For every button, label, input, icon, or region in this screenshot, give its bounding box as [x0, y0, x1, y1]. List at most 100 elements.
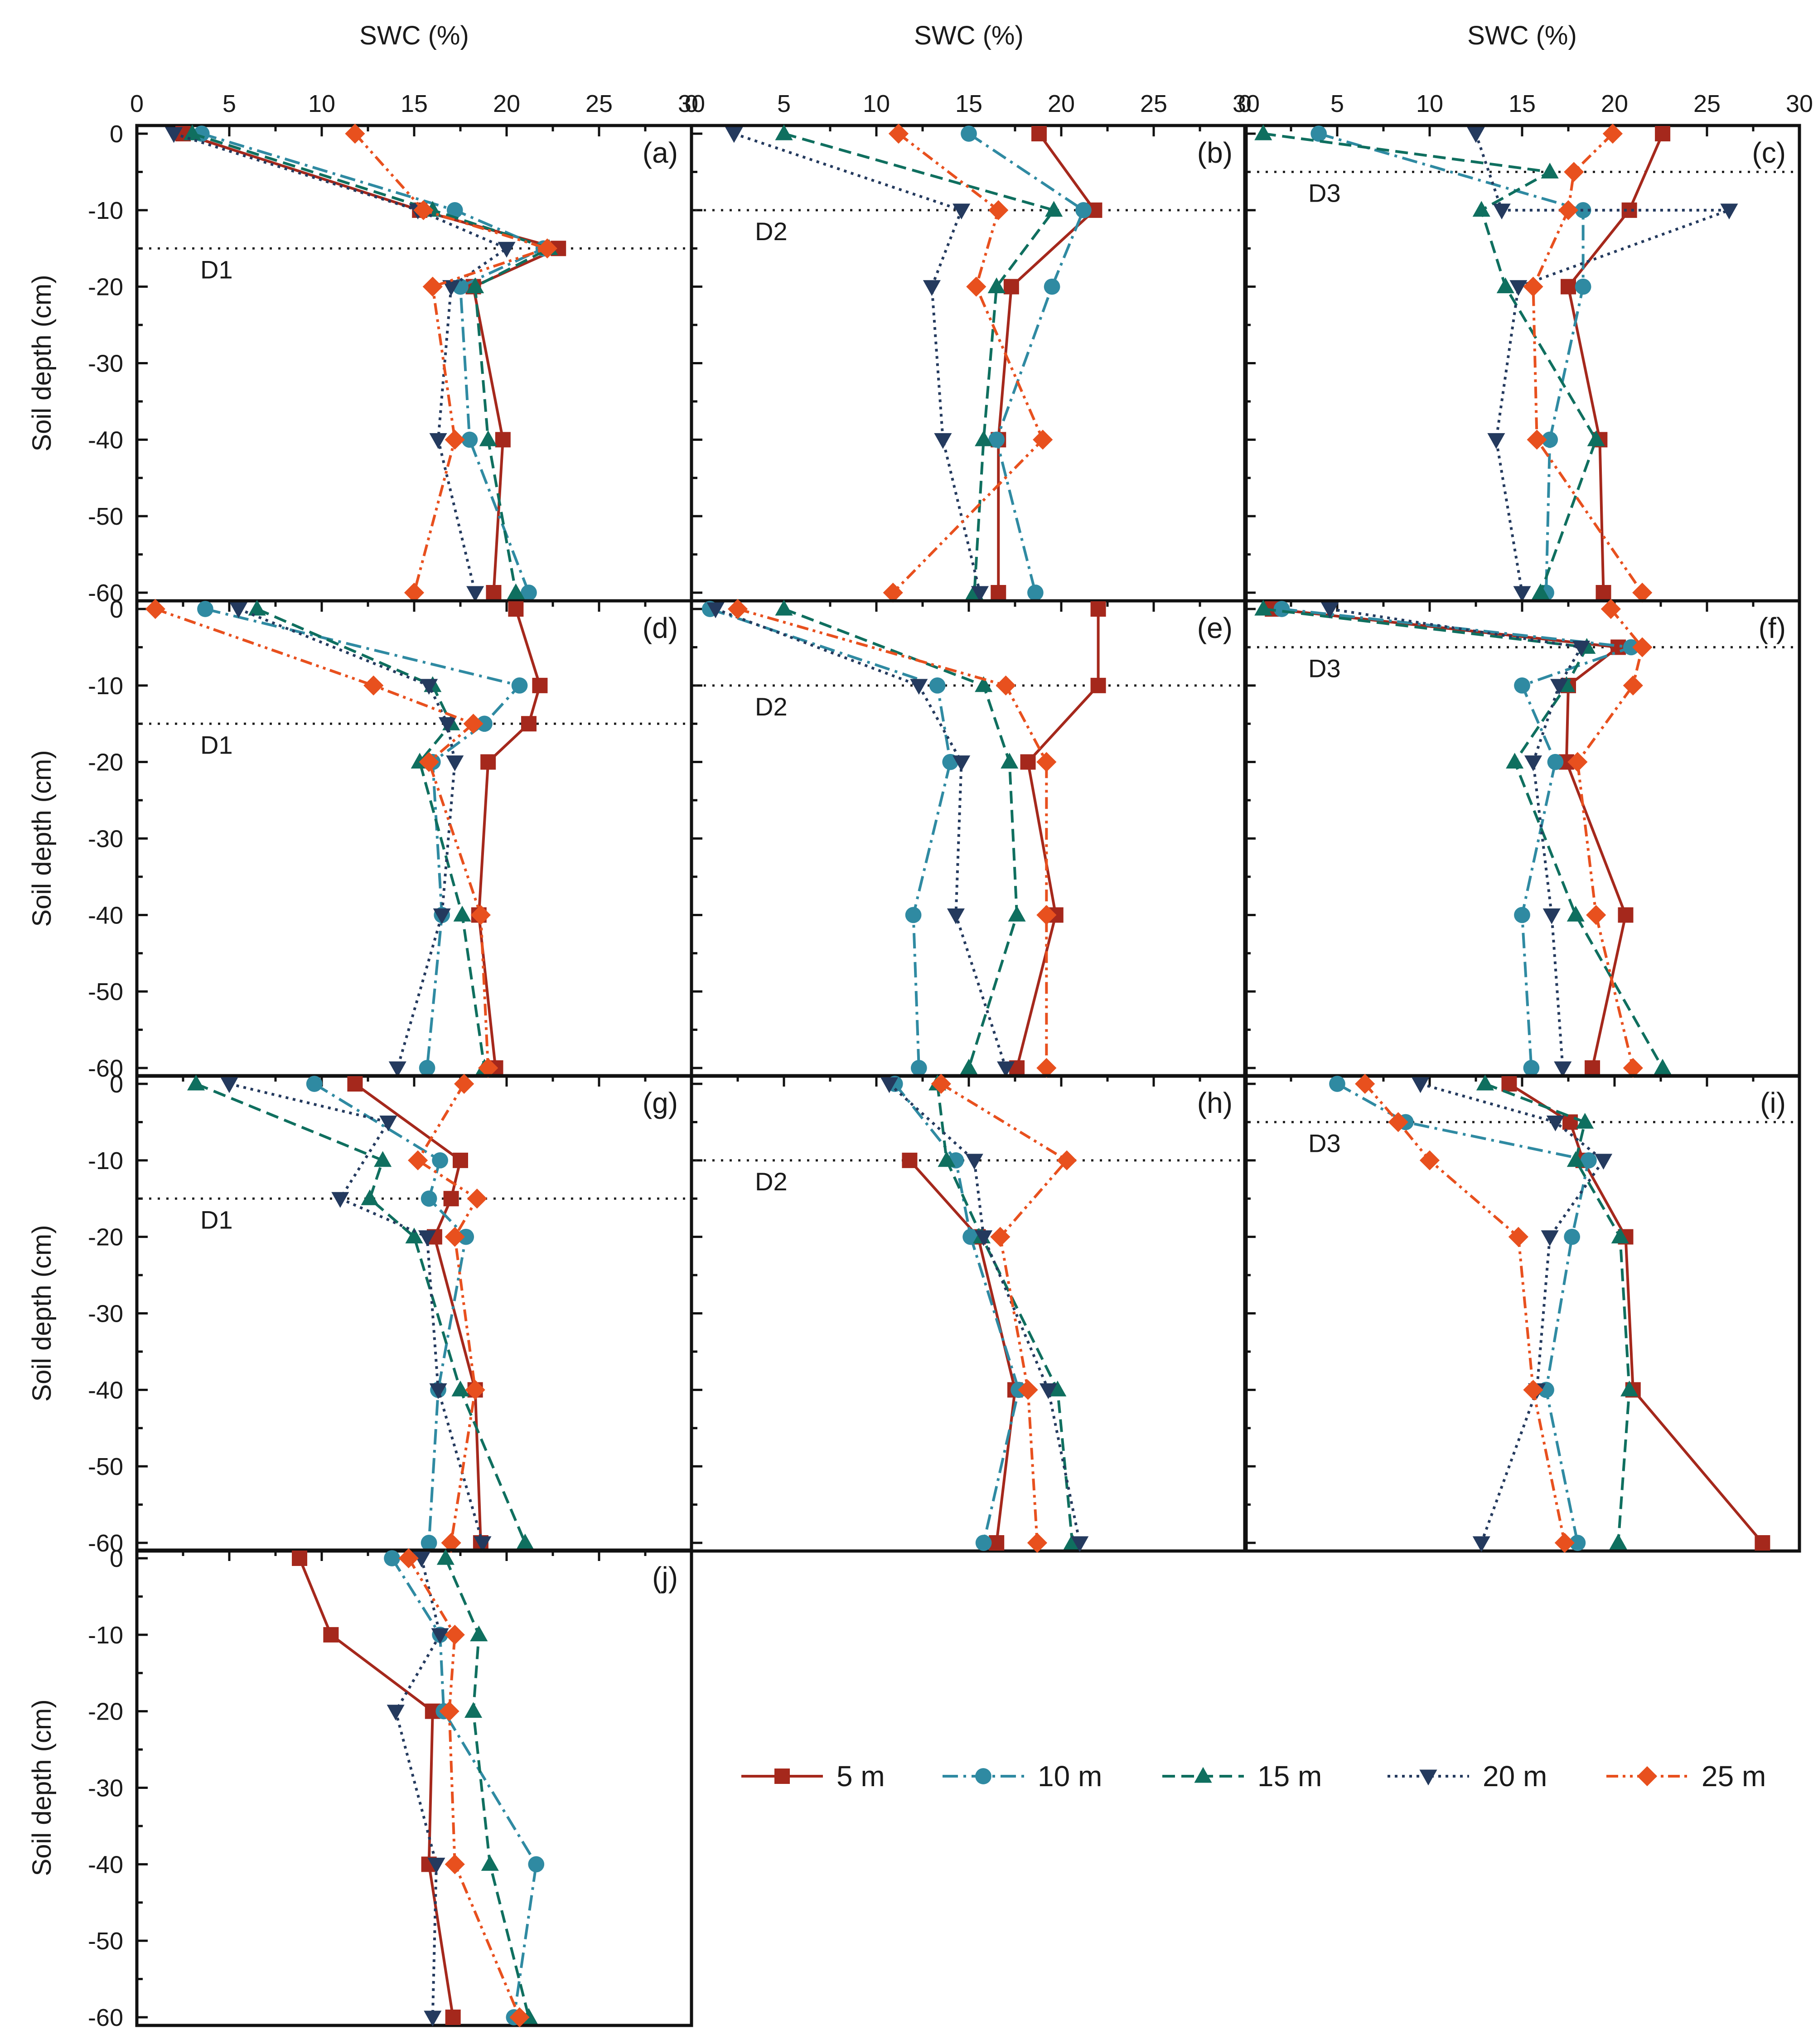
x-tick-label: 0	[1238, 90, 1252, 117]
y-tick-label: -30	[88, 1300, 123, 1328]
series-line-15m	[1484, 1082, 1631, 1543]
data-point	[1602, 123, 1623, 144]
data-point	[1018, 1380, 1038, 1400]
data-point	[405, 1227, 423, 1244]
y-tick-label: -60	[88, 580, 123, 607]
legend-marker	[975, 1768, 991, 1784]
data-point	[1514, 677, 1530, 694]
series-line-25m	[892, 132, 1044, 594]
series-line-20m	[1475, 133, 1731, 593]
data-point	[446, 755, 464, 772]
data-point	[419, 752, 439, 772]
data-point	[1632, 637, 1653, 657]
series-line-10m	[968, 132, 1085, 593]
data-point	[443, 1191, 459, 1207]
data-point	[1611, 1227, 1629, 1244]
series-line-25m	[737, 608, 1048, 1068]
data-point	[229, 602, 247, 619]
legend-label: 20 m	[1483, 1760, 1547, 1793]
data-point	[470, 905, 491, 925]
y-tick-label: -30	[88, 1775, 123, 1802]
series-line-25m	[1364, 1083, 1566, 1543]
data-point	[461, 431, 478, 448]
series-line-20m	[173, 132, 508, 593]
data-point	[388, 1061, 406, 1078]
data-point	[1045, 201, 1063, 217]
data-point	[961, 126, 977, 142]
panel-label: (j)	[652, 1561, 678, 1594]
data-point	[413, 200, 434, 220]
legend-label: 5 m	[836, 1760, 885, 1793]
panel-label: (e)	[1197, 612, 1233, 644]
y-tick-label: -10	[88, 1147, 123, 1174]
data-point	[292, 1551, 308, 1566]
series-line-10m	[205, 608, 521, 1068]
data-point	[1513, 586, 1531, 602]
panel-label: (c)	[1752, 136, 1786, 169]
data-point	[966, 276, 986, 297]
data-point	[960, 1058, 978, 1075]
data-point	[1472, 201, 1490, 217]
data-point	[521, 716, 537, 732]
data-point	[507, 583, 525, 599]
data-point	[1567, 1151, 1585, 1167]
y-tick-label: -20	[88, 749, 123, 776]
data-point	[1087, 202, 1102, 218]
data-point	[727, 599, 748, 619]
data-point	[953, 755, 971, 772]
data-point	[183, 124, 201, 140]
x-axis-title: SWC (%)	[359, 21, 469, 50]
data-point	[465, 1380, 485, 1400]
data-point	[464, 1702, 483, 1718]
panel-b: 0 5 10 15 20 25 30 D2 (b)	[685, 90, 1260, 603]
x-tick-label: 30	[678, 90, 705, 117]
data-point	[220, 1077, 238, 1093]
data-point	[975, 1535, 992, 1551]
data-point	[1567, 905, 1585, 922]
data-point	[451, 1380, 469, 1396]
data-point	[775, 124, 793, 140]
plot-frame	[690, 1074, 1248, 1553]
data-point	[1033, 430, 1053, 450]
data-point	[1569, 1535, 1586, 1551]
data-point	[439, 1701, 459, 1721]
panel-h: D2 (h)	[690, 1073, 1248, 1553]
panel-f: D3 (f)	[1243, 599, 1801, 1078]
data-point	[880, 1077, 899, 1093]
series-line-15m	[256, 608, 486, 1068]
series-line-15m	[444, 1557, 530, 2018]
data-point	[387, 1705, 405, 1721]
plot-frame	[135, 124, 693, 603]
data-point	[1542, 431, 1558, 448]
data-point	[498, 242, 516, 258]
data-point	[454, 1073, 474, 1094]
data-point	[975, 430, 993, 446]
y-tick-label: -40	[88, 902, 123, 929]
data-point	[1412, 1077, 1430, 1093]
data-point	[1623, 639, 1639, 656]
series-line-20m	[394, 1558, 442, 2018]
data-point	[532, 677, 548, 693]
x-tick-label: 10	[308, 90, 335, 117]
series-line-25m	[155, 608, 490, 1068]
panel-e: D2 (e)	[690, 599, 1248, 1078]
data-point	[1562, 1114, 1578, 1130]
data-point	[1755, 1535, 1770, 1551]
x-axis-title: SWC (%)	[914, 21, 1024, 50]
y-tick-label: -40	[88, 1377, 123, 1404]
series-line-5m	[354, 1082, 482, 1543]
panel-label: (i)	[1760, 1087, 1786, 1119]
data-point	[1554, 1061, 1572, 1078]
data-point	[1321, 602, 1339, 619]
series-line-15m	[783, 132, 1055, 593]
data-point	[248, 599, 266, 616]
data-point	[1273, 601, 1290, 617]
depth-reference-label: D2	[755, 217, 788, 246]
data-point	[1561, 279, 1576, 295]
data-point	[1027, 585, 1044, 601]
data-point	[1508, 1227, 1528, 1247]
data-point	[467, 1189, 487, 1209]
depth-reference-label: D2	[755, 1167, 788, 1196]
data-point	[323, 1627, 339, 1643]
